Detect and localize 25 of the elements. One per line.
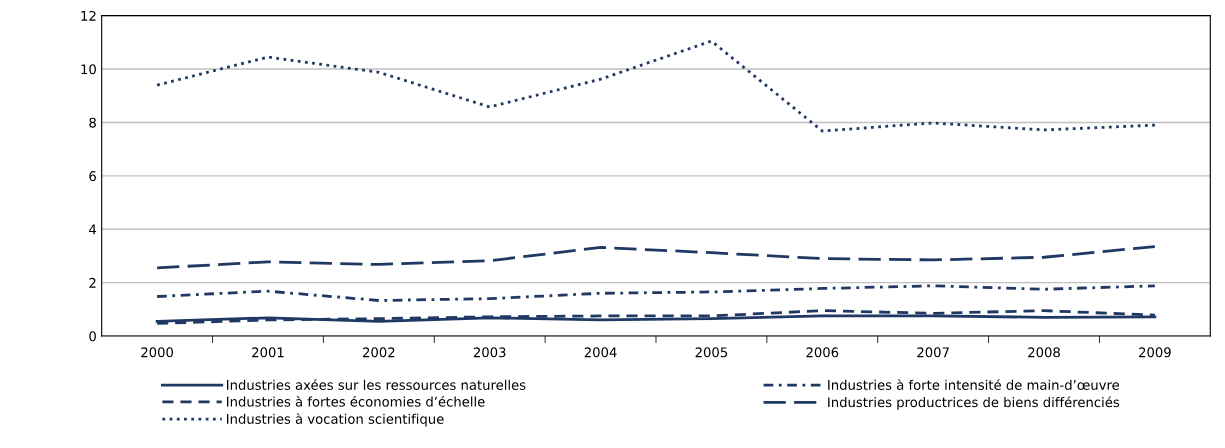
- legend-label: Industries à fortes économies d’échelle: [227, 395, 485, 407]
- y-tick-label: 6: [89, 171, 96, 182]
- x-tick-label: 2007: [917, 347, 949, 358]
- legend-label: Industries à forte intensité de main-d’œuvre: [828, 379, 1120, 390]
- y-tick-label: 0: [89, 331, 96, 342]
- x-tick-label: 2005: [695, 347, 728, 358]
- y-tick-label: 12: [81, 10, 96, 21]
- x-tick-label: 2004: [584, 347, 617, 358]
- legend-label: Industries à vocation scientifique: [227, 413, 444, 427]
- x-tick-label: 2001: [252, 347, 284, 358]
- x-tick-label: 2009: [1139, 347, 1171, 358]
- x-tick-label: 2002: [363, 347, 395, 358]
- x-tick-label: 2003: [473, 347, 506, 358]
- line-series: [155, 39, 1157, 133]
- y-tick-label: 10: [81, 64, 96, 75]
- y-tick-label: 4: [89, 224, 97, 235]
- x-tick-label: 2008: [1028, 347, 1060, 358]
- x-tick-label: 2000: [141, 347, 174, 358]
- legend-label: Industries productrices de biens différenciés: [828, 396, 1120, 410]
- line-series: [155, 245, 1157, 270]
- y-tick-label: 8: [89, 117, 96, 128]
- legend-label: Industries axées sur les ressources naturelles: [227, 379, 526, 390]
- x-tick-label: 2006: [806, 347, 839, 358]
- line-series: [155, 284, 1157, 302]
- y-tick-label: 2: [89, 277, 96, 288]
